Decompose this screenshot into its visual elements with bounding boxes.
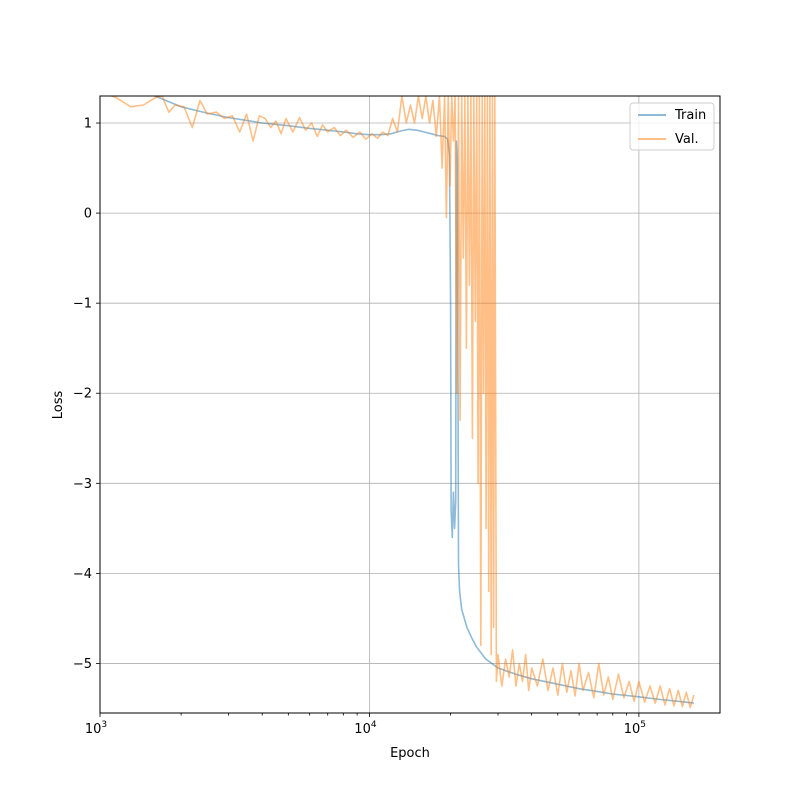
- y-axis-title: Loss: [51, 391, 66, 420]
- y-tick-label: −5: [73, 657, 92, 672]
- x-tick-label: 103: [85, 720, 107, 737]
- y-axis: 1 0 −1 −2 −3 −4 −5: [73, 117, 100, 672]
- x-axis-title: Epoch: [390, 746, 430, 761]
- y-tick-label: −1: [73, 297, 92, 312]
- y-tick-label: −4: [73, 567, 92, 582]
- y-tick-label: 0: [84, 207, 92, 222]
- y-tick-label: 1: [84, 117, 92, 132]
- grid-lines: [99, 96, 720, 713]
- x-tick-label: 104: [354, 720, 377, 737]
- plot-background: [100, 96, 720, 713]
- legend-label-val: Val.: [675, 132, 699, 147]
- y-tick-label: −3: [73, 477, 92, 492]
- x-tick-label: 105: [624, 720, 646, 737]
- y-tick-label: −2: [73, 387, 92, 402]
- x-axis: 103 104 105: [85, 713, 646, 737]
- legend-label-train: Train: [674, 108, 706, 123]
- legend: Train Val.: [629, 102, 715, 151]
- series-layer: [109, 96, 695, 709]
- plot-frame: [99, 95, 721, 714]
- series-line-val: [109, 96, 695, 709]
- series-line-train: [152, 96, 694, 704]
